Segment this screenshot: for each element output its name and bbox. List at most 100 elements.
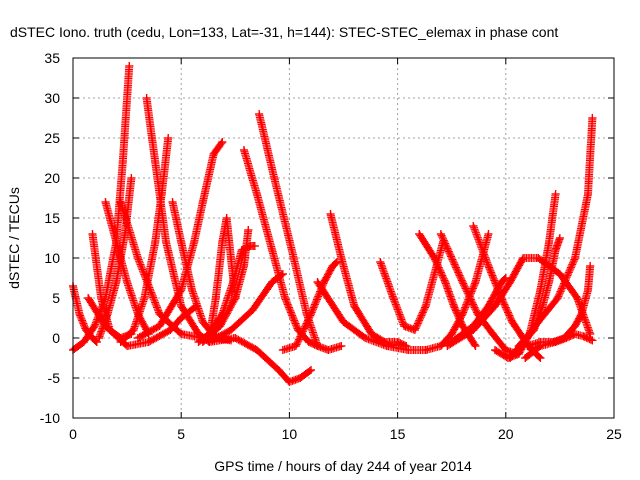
data-point [244,226,253,234]
data-point [133,254,142,262]
data-point [538,302,547,310]
data-point [127,174,136,182]
data-point [118,158,127,166]
data-point [497,278,506,286]
data-point [339,318,348,326]
data-point [296,374,305,382]
data-point [164,134,173,142]
data-point [239,146,248,154]
data-point [177,314,186,322]
y-tick-label: 30 [44,90,60,106]
data-point [586,262,595,270]
data-point [268,278,277,286]
data-point [274,366,283,374]
data-point [508,318,517,326]
data-point [519,338,528,346]
data-point [75,310,84,318]
data-point [534,254,543,262]
data-point [415,230,424,238]
data-point [211,294,220,302]
data-point [441,278,450,286]
data-point [125,62,134,70]
data-point [382,342,391,350]
y-tick-label: -10 [40,410,60,426]
data-point [571,330,580,338]
data-point [151,158,160,166]
data-point [501,274,510,282]
data-point [205,330,214,338]
data-point [588,336,597,345]
data-point [484,302,493,310]
data-point [155,310,164,318]
x-axis-label: GPS time / hours of day 244 of year 2014 [214,458,472,474]
data-point [205,338,214,346]
data-point [421,346,430,354]
y-tick-label: 35 [44,50,60,66]
data-point [291,342,300,350]
data-point [506,278,515,286]
data-point [151,238,160,246]
data-point [144,338,153,346]
data-point [501,346,510,354]
y-tick-label: 15 [44,210,60,226]
y-tick-label: 0 [52,330,60,346]
x-tick-label: 25 [606,426,622,442]
data-point [404,346,413,354]
data-point [285,378,294,386]
data-series [523,262,595,350]
y-tick-label: 25 [44,130,60,146]
data-point [112,238,121,246]
data-point [562,334,571,342]
data-point [162,238,171,246]
data-point [84,294,93,302]
data-point [536,354,545,362]
data-point [588,114,597,122]
data-point [506,354,515,362]
y-tick-label: 5 [52,290,60,306]
data-point [218,138,227,146]
data-point [545,238,554,246]
data-point [519,254,528,262]
data-point [177,330,186,338]
data-point [458,278,467,286]
data-point [252,346,261,354]
data-point [177,286,186,294]
data-series [205,334,316,386]
data-point [168,198,177,206]
data-point [177,302,186,310]
data-point [248,306,257,314]
data-point [231,294,240,302]
data-point [140,294,149,302]
data-point [142,94,151,102]
data-point [400,322,409,330]
data-point [116,338,125,346]
data-point [553,294,562,302]
data-point [105,326,114,334]
data-series [415,230,480,350]
ticks-layer: 0 5 10 15 20 25 -10 -5 0 5 10 15 20 25 30 35 [40,50,622,442]
x-tick-label: 10 [282,426,298,442]
data-point [239,262,248,270]
data-point [471,278,480,286]
data-series [506,114,597,362]
data-point [190,238,199,246]
y-tick-label: 20 [44,170,60,186]
data-point [231,334,240,342]
data-point [545,278,554,286]
y-axis-label: dSTEC / TECUs [6,187,22,289]
chart-title: dSTEC Iono. truth (cedu, Lon=133, Lat=-3… [10,24,558,40]
series-markers [376,238,447,334]
data-point [123,342,132,350]
data-point [289,254,298,262]
data-point [376,258,385,266]
data-point [555,270,564,278]
data-point [270,174,279,182]
data-point [436,230,445,238]
data-point [571,322,580,330]
data-point [79,338,88,346]
data-series [521,330,597,362]
plot-frame [72,57,615,419]
data-point [361,334,370,342]
data-series [447,274,510,346]
data-point [447,338,456,346]
